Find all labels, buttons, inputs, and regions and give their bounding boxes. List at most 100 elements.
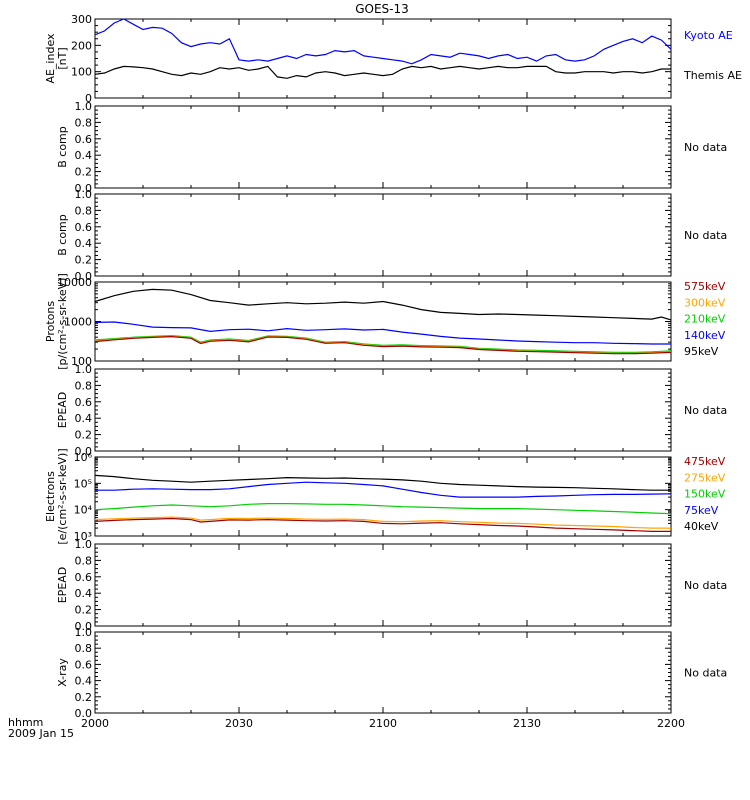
y-tick-label: 0.0 (75, 620, 93, 633)
panel-electrons: 10³ 10⁴ 10⁵ 10⁶ Electrons [e/(cm²-s-sr-keV)] 4… (44, 448, 726, 544)
legend-label: 275keV (684, 471, 726, 484)
legend-label: 575keV (684, 280, 726, 293)
series-line-themis-ae (94, 65, 671, 79)
y-axis-label: Protons (44, 301, 57, 342)
y-tick-label: 10⁶ (74, 451, 93, 464)
y-tick-label: 1.0 (75, 100, 93, 113)
panel-bcomp2: 0.0 0.2 0.4 0.6 0.8 1.0 B comp No data (56, 188, 727, 283)
x-axis: 2000 2030 2100 2130 2200 (81, 717, 685, 730)
y-axis-label: AE_index (44, 33, 57, 84)
y-tick-label: 1.0 (75, 188, 93, 201)
panel-frame (94, 281, 672, 362)
y-tick-label: 0.4 (75, 412, 93, 425)
panel-bcomp1: 0.0 0.2 0.4 0.6 0.8 1.0 B comp No data (56, 100, 727, 195)
y-tick-label: 300 (71, 13, 92, 26)
legend-label: 210keV (684, 313, 726, 326)
y-tick-label: 1.0 (75, 626, 93, 639)
panel-epead1: 0.0 0.2 0.4 0.6 0.8 1.0 EPEAD No data (56, 363, 727, 458)
legend-label: 475keV (684, 455, 726, 468)
panel-frame (94, 368, 672, 452)
legend-label: 150keV (684, 488, 726, 501)
y-tick-label: 0.2 (75, 691, 93, 704)
legend-label: Kyoto AE (684, 29, 733, 42)
y-tick-label: 1.0 (75, 538, 93, 551)
y-axis-label: [p/(cm²-s-sr-keV)] (56, 273, 69, 370)
panel-xray: 0.0 0.2 0.4 0.6 0.8 1.0 X-ray No data (56, 626, 727, 720)
no-data-label: No data (684, 579, 727, 592)
no-data-label: No data (684, 141, 727, 154)
series-line-275kev (94, 516, 671, 529)
no-data-label: No data (684, 229, 727, 242)
y-axis-label: [nT] (56, 47, 69, 69)
x-tick-label: 2000 (81, 717, 109, 730)
panel-frame (94, 105, 672, 189)
series-line-140kev (94, 321, 671, 345)
y-axis-label: B comp (56, 126, 69, 168)
panel-epead2: 0.0 0.2 0.4 0.6 0.8 1.0 EPEAD No data (56, 538, 727, 633)
panel-ae: 0 100 200 300 AE_index [nT] Kyoto AE Themis AE (44, 13, 742, 105)
y-tick-label: 1000 (64, 316, 92, 329)
y-axis-label: EPEAD (56, 392, 69, 429)
legend-label: 300keV (684, 296, 726, 309)
y-tick-label: 10⁴ (74, 504, 93, 517)
x-tick-label: 2200 (657, 717, 685, 730)
y-tick-label: 0.0 (75, 707, 93, 720)
series-line-75kev (95, 481, 672, 498)
y-tick-label: 0.4 (75, 587, 93, 600)
y-axis-label: X-ray (56, 658, 69, 687)
y-tick-label: 0.4 (75, 237, 93, 250)
y-tick-label: 0.0 (75, 182, 93, 195)
series-line-40kev (94, 474, 671, 491)
x-tick-label: 2130 (513, 717, 541, 730)
x-tick-label: 2100 (369, 717, 397, 730)
legend-label: 140keV (684, 329, 726, 342)
y-tick-label: 0.6 (75, 221, 93, 234)
y-tick-label: 0.6 (75, 133, 93, 146)
y-tick-label: 200 (71, 39, 92, 52)
y-axis-label: [e/(cm²-s-sr-keV)] (56, 448, 69, 544)
y-tick-label: 10³ (74, 530, 92, 543)
y-tick-label: 1.0 (75, 363, 93, 376)
y-tick-label: 0.6 (75, 571, 93, 584)
date-label: 2009 Jan 15 (8, 727, 74, 740)
series-line-575kev (94, 335, 672, 355)
y-tick-label: 0.8 (75, 379, 93, 392)
y-tick-label: 0.6 (75, 396, 93, 409)
series-line-475kev (94, 517, 671, 533)
y-tick-label: 0.8 (75, 554, 93, 567)
y-tick-label: 0.2 (75, 429, 93, 442)
time-format-label: hhmm (8, 716, 43, 729)
legend-label: 40keV (684, 520, 719, 533)
y-tick-label: 0.0 (75, 445, 93, 458)
panel-frame (94, 543, 672, 627)
y-tick-label: 0.4 (75, 675, 93, 688)
no-data-label: No data (684, 667, 727, 680)
y-tick-label: 0.0 (75, 270, 93, 283)
series-line-95kev (94, 288, 672, 321)
chart-title: GOES-13 (355, 2, 409, 16)
y-tick-label: 10⁵ (74, 477, 92, 490)
y-tick-label: 0.2 (75, 604, 93, 617)
y-tick-label: 0.4 (75, 149, 93, 162)
series-line-kyoto-ae (94, 18, 672, 65)
series-line-150kev (94, 503, 672, 515)
y-tick-label: 0.8 (75, 642, 93, 655)
legend-label: 95keV (684, 345, 719, 358)
series-line-210kev (94, 334, 672, 353)
y-axis-label: B comp (56, 214, 69, 256)
y-tick-label: 0.2 (75, 254, 93, 267)
panel-frame (94, 193, 672, 277)
panel-frame (94, 456, 672, 537)
legend-label: Themis AE (683, 69, 742, 82)
y-tick-label: 100 (71, 355, 92, 368)
y-tick-label: 0.2 (75, 166, 93, 179)
y-tick-label: 100 (71, 66, 92, 79)
y-tick-label: 10000 (57, 276, 92, 289)
y-axis-label: Electrons (44, 471, 57, 522)
y-tick-label: 0.8 (75, 116, 93, 129)
panel-frame (94, 631, 672, 714)
no-data-label: No data (684, 404, 727, 417)
